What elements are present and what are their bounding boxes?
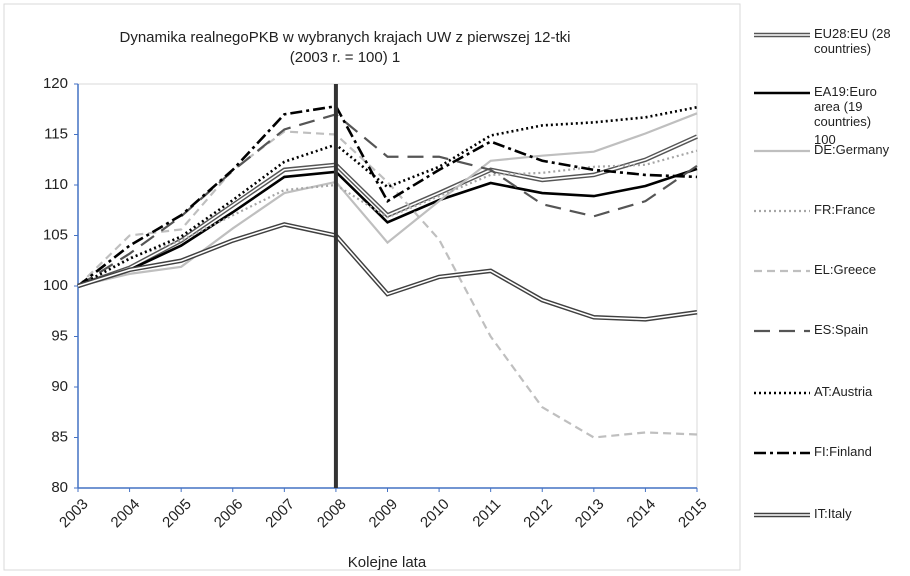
series-line [77,167,698,288]
legend-swatch [754,512,810,518]
series-line [77,112,698,288]
legend-label: DE:Germany [814,142,890,157]
x-tick-label: 2010 [417,496,453,532]
legend-swatch [754,149,810,153]
x-tick-label: 2012 [520,496,556,532]
x-tick-label: 2007 [262,496,298,532]
legend-label: FR:France [814,202,876,217]
x-tick-label: 2009 [366,496,402,532]
series-line [77,130,698,439]
annotation: 100 [814,132,836,147]
legend-swatch [754,451,810,455]
legend-entry: DE:Germany [752,142,910,158]
x-tick-label: 2005 [159,496,195,532]
y-tick-label: 110 [44,176,68,193]
legend-entry: EA19:Euro area (19 countries) [752,84,910,129]
legend-entry: AT:Austria [752,384,910,400]
x-tick-label: 2004 [108,496,144,532]
legend-label: ES:Spain [814,322,869,337]
legend-label: AT:Austria [814,384,873,399]
legend-swatch [754,209,810,213]
legend-label: EA19:Euro area (19 countries) [814,84,877,129]
y-tick-label: 80 [51,479,68,496]
y-tick-label: 95 [51,327,68,344]
legend-label: FI:Finland [814,444,872,459]
x-tick-label: 2014 [623,496,659,532]
legend-entry: EL:Greece [752,262,910,278]
legend-label: EL:Greece [814,262,877,277]
legend-entry: FI:Finland [752,444,910,460]
x-axis-label: Kolejne lata [348,554,427,571]
legend-swatch [754,91,810,95]
y-tick-label: 90 [51,378,68,395]
legend-swatch [754,329,810,333]
series-line [77,105,698,288]
series-line [77,149,698,287]
series-line [77,104,698,288]
x-tick-label: 2006 [211,496,247,532]
legend-swatch [754,269,810,273]
y-tick-label: 115 [44,125,68,142]
chart-title: Dynamika realnegoPKB w wybranych krajach… [120,29,571,46]
x-tick-label: 2008 [314,496,350,532]
legend-entry: FR:France [752,202,910,218]
series-line [77,113,698,287]
legend-label: IT:Italy [814,506,852,521]
series-line-inner [77,135,698,287]
y-tick-label: 85 [51,428,68,445]
legend-entry: EU28:EU (28 countries) [752,26,910,56]
series-line-inner [77,223,698,321]
x-tick-label: 2015 [675,496,711,532]
x-tick-label: 2013 [572,496,608,532]
chart-frame [3,3,741,571]
plot-svg: Dynamika realnegoPKB w wybranych krajach… [3,3,741,571]
plot-area [77,83,698,489]
y-tick-label: 105 [43,226,68,243]
y-tick-label: 100 [43,277,68,294]
x-tick-label: 2011 [469,496,504,531]
legend-swatch [754,32,810,38]
legend-entry: ES:Spain [752,322,910,338]
legend-label: EU28:EU (28 countries) [814,26,891,56]
chart-subtitle: (2003 r. = 100) 1 [290,49,401,66]
series-line [77,222,698,322]
y-tick-label: 120 [43,75,68,92]
x-tick-label: 2003 [56,496,92,532]
legend-entry: IT:Italy [752,506,910,522]
legend-swatch [754,391,810,395]
